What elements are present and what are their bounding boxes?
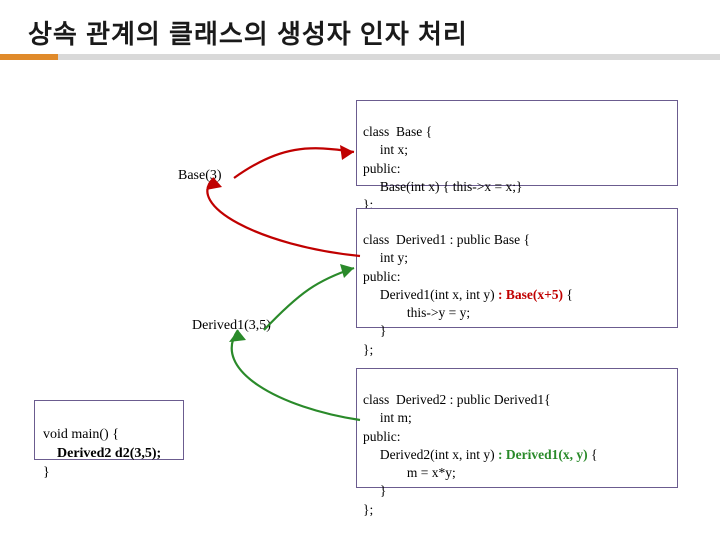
base-l1: class Base { <box>363 124 432 139</box>
d1-l7: }; <box>363 342 373 357</box>
d1-l4-post: { <box>563 287 573 302</box>
d1-l4-hl: : Base(x+5) <box>498 287 563 302</box>
d2-l3: public: <box>363 429 401 444</box>
label-base-call: Base(3) <box>178 168 222 184</box>
d1-l1: class Derived1 : public Base { <box>363 232 530 247</box>
code-box-derived2: class Derived2 : public Derived1{ int m;… <box>356 368 678 488</box>
main-l2-pre <box>43 446 57 461</box>
d1-l5: this->y = y; <box>363 305 470 320</box>
d1-l2: int y; <box>363 250 408 265</box>
code-box-base: class Base { int x; public: Base(int x) … <box>356 100 678 186</box>
d2-l5: m = x*y; <box>363 465 456 480</box>
d1-l3: public: <box>363 269 401 284</box>
main-l3: } <box>43 465 50 480</box>
title-underline <box>0 54 720 60</box>
d2-l4-pre: Derived2(int x, int y) <box>363 447 498 462</box>
d2-l1: class Derived2 : public Derived1{ <box>363 392 551 407</box>
main-box: void main() { Derived2 d2(3,5); } <box>34 400 184 460</box>
page-title: 상속 관계의 클래스의 생성자 인자 처리 <box>28 14 468 51</box>
label-derived1-call: Derived1(3,5) <box>192 318 271 334</box>
d2-l4-hl: : Derived1(x, y) <box>498 447 588 462</box>
arrow-green-path2 <box>264 268 354 330</box>
title-underline-accent <box>0 54 58 60</box>
main-l2-hl: Derived2 d2(3,5); <box>57 446 161 461</box>
d2-l4-post: { <box>588 447 598 462</box>
arrow-green-group <box>229 264 360 420</box>
arrow-red-head2 <box>340 145 354 160</box>
d2-l6: } <box>363 483 386 498</box>
d2-l7: }; <box>363 502 373 517</box>
arrow-red-group <box>206 145 360 256</box>
main-l1: void main() { <box>43 427 119 442</box>
arrow-red-path2 <box>234 148 354 178</box>
arrow-green-path1 <box>232 330 360 420</box>
arrow-green-head2 <box>340 264 354 278</box>
base-l4: Base(int x) { this->x = x;} <box>363 179 522 194</box>
base-l2: int x; <box>363 142 408 157</box>
arrow-red-path1 <box>207 178 360 256</box>
d1-l4-pre: Derived1(int x, int y) <box>363 287 498 302</box>
code-box-derived1: class Derived1 : public Base { int y; pu… <box>356 208 678 328</box>
d1-l6: } <box>363 323 386 338</box>
base-l3: public: <box>363 161 401 176</box>
d2-l2: int m; <box>363 410 412 425</box>
